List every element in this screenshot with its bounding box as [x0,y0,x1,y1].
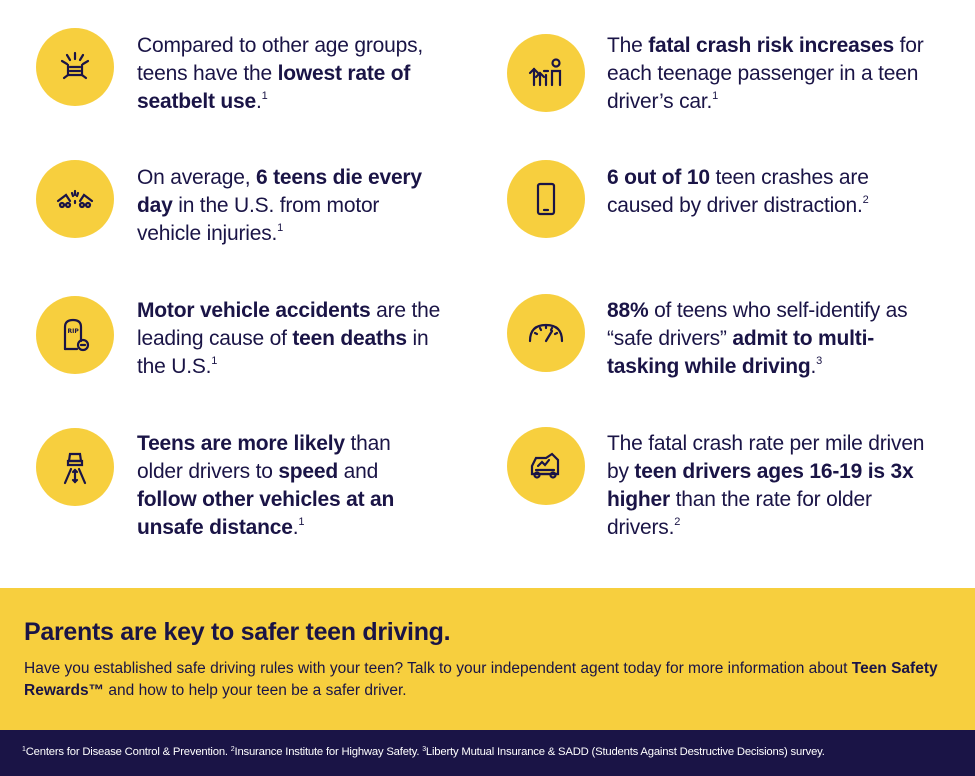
fact-crash-rate-part: than the rate for older drivers. [607,488,872,539]
footnote-1: Centers for Disease Control & Prevention… [25,746,231,758]
fact-crash-rate-part: teen drivers ages 16-19 is 3x higher [607,460,914,511]
banner-title: Parents are key to safer teen driving. [24,618,451,646]
footnote-1-marker: 1 [22,746,26,753]
fact-distraction-footnote-marker: 2 [862,194,869,206]
fact-speed-part: . [292,516,299,539]
svg-text:RIP: RIP [68,328,80,335]
fact-speed-part: follow other vehicles at an unsafe dista… [137,488,395,539]
fact-multitasking-part: of teens who self-identify as “safe driv… [607,299,908,350]
fact-passengers-part: The [607,34,649,57]
fact-speed-part: Teens are more likely [137,432,345,455]
fact-teens-die-part: in the U.S. from motor vehicle injuries. [137,194,380,245]
fact-distraction-part: 6 out of 10 [607,166,710,189]
fact-multitasking-footnote-marker: 3 [816,355,823,367]
fact-leading-cause: Motor vehicle accidents are the leading … [137,297,447,381]
footnote-3-marker: 3 [422,746,426,753]
banner-body-end: and how to help your teen be a safer dri… [104,682,407,699]
fact-speed-part: speed [278,460,339,483]
fact-crash-rate-footnote-marker: 2 [674,516,681,528]
footnotes: 1Centers for Disease Control & Preventio… [0,730,975,776]
fact-teens-die-footnote-marker: 1 [277,222,284,234]
fact-leading-cause-part: Motor vehicle accidents [137,299,371,322]
wrecked-car-icon [507,427,585,505]
tombstone-icon: RIP [36,296,114,374]
fact-speed: Teens are more likely than older drivers… [137,430,437,542]
footnote-2-marker: 2 [230,746,235,753]
fact-passengers: The fatal crash risk increases for each … [607,32,947,116]
teen-safety-rewards-text: Teen Safety Rewards™ [24,660,938,699]
fact-seatbelt-footnote-marker: 1 [261,90,268,102]
fact-distraction: 6 out of 10 teen crashes are caused by d… [607,164,927,220]
fact-teens-die: On average, 6 teens die every day in the… [137,164,447,248]
fact-leading-cause-footnote-marker: 1 [211,355,218,367]
footnote-2: Insurance Institute for Highway Safety. [234,746,423,758]
fact-teens-die-part: 6 teens die every day [137,166,422,217]
fact-teens-die-part: On average, [137,166,257,189]
speedometer-icon [507,294,585,372]
fact-passengers-footnote-marker: 1 [712,90,719,102]
fact-multitasking: 88% of teens who self-identify as “safe … [607,297,937,381]
fact-leading-cause-part: in the U.S. [137,327,429,378]
seatbelt-icon [36,28,114,106]
banner-body: Have you established safe driving rules … [24,658,954,702]
cta-banner: Parents are key to safer teen driving. H… [0,588,975,730]
fact-distraction-part: teen crashes are caused by driver distra… [607,166,869,217]
fact-speed-footnote-marker: 1 [298,516,305,528]
fact-passengers-part: fatal crash risk increases [648,34,895,57]
phone-icon [507,160,585,238]
fact-multitasking-part: 88% [607,299,649,322]
footnote-3: Liberty Mutual Insurance & SADD (Student… [425,746,825,758]
fact-leading-cause-part: are the leading cause of [137,299,441,350]
crash-icon [36,160,114,238]
fact-speed-part: than older drivers to [137,432,391,483]
fact-seatbelt: Compared to other age groups, teens have… [137,32,457,116]
fact-seatbelt-part: lowest rate of seatbelt use [137,62,411,113]
fact-passengers-part: for each teenage passenger in a teen dri… [607,34,924,113]
passengers-icon [507,34,585,112]
fact-multitasking-part: . [810,355,817,378]
fact-seatbelt-part: Compared to other age groups, teens have… [137,34,424,85]
fact-seatbelt-part: . [256,90,262,113]
road-distance-icon [36,428,114,506]
banner-body-text: Have you established safe driving rules … [24,660,852,677]
fact-speed-part: and [338,460,379,483]
fact-multitasking-part: admit to multi-tasking while driving [607,327,875,378]
fact-leading-cause-part: teen deaths [292,327,407,350]
facts-grid: Compared to other age groups, teens have… [36,28,947,542]
fact-crash-rate: The fatal crash rate per mile driven by … [607,430,937,542]
fact-crash-rate-part: The fatal crash rate per mile driven by [607,432,925,483]
